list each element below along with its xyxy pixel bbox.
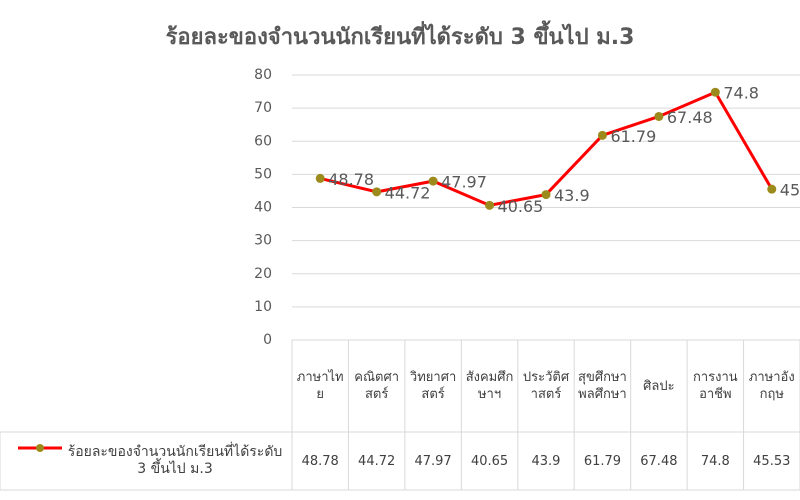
x-tick-label: ประวัติศาสตร์ (522, 370, 570, 402)
x-tick-label: ภาษาไทย (296, 370, 344, 402)
y-tick-label: 30 (254, 233, 272, 249)
table-value: 45.53 (753, 453, 791, 469)
data-label: 43.9 (554, 186, 590, 205)
x-tick-label: ภาษาอังกฤษ (748, 370, 795, 402)
table-value: 48.78 (301, 453, 339, 469)
y-tick-label: 10 (254, 299, 272, 315)
x-tick-label: สังคมศึกษาฯ (465, 370, 514, 402)
data-label: 74.8 (723, 84, 759, 103)
table-value: 43.9 (531, 453, 561, 469)
marker (485, 200, 495, 210)
y-tick-label: 80 (254, 67, 272, 83)
marker (767, 184, 777, 194)
x-tick-label: สุขศึกษาพลศึกษา (578, 370, 627, 402)
data-label: 44.72 (385, 183, 431, 202)
table-value: 47.97 (414, 453, 452, 469)
data-label: 45.53 (780, 181, 800, 200)
data-label: 47.97 (441, 173, 487, 192)
table-value: 74.8 (700, 453, 730, 469)
marker (710, 87, 720, 97)
marker (597, 130, 607, 140)
y-tick-label: 60 (254, 133, 272, 149)
marker (654, 111, 664, 121)
y-tick-label: 0 (263, 332, 272, 348)
y-tick-label: 20 (254, 266, 272, 282)
data-label: 67.48 (667, 108, 713, 127)
chart-title: ร้อยละของจำนวนนักเรียนที่ได้ระดับ 3 ขึ้น… (166, 20, 635, 50)
x-tick-label: การงานอาชีพ (692, 370, 738, 402)
table-value: 61.79 (583, 453, 622, 469)
x-tick-label: ศิลปะ (643, 378, 675, 394)
legend-label: ร้อยละของจำนวนนักเรียนที่ได้ระดับ 3 ขึ้น… (67, 444, 283, 477)
y-tick-label: 50 (254, 166, 272, 182)
data-label: 48.78 (328, 170, 374, 189)
data-label: 61.79 (610, 127, 656, 146)
marker (372, 187, 382, 197)
table-value: 67.48 (640, 453, 678, 469)
marker (541, 190, 551, 200)
y-tick-label: 70 (254, 100, 272, 116)
legend-marker (36, 444, 44, 452)
table-value: 44.72 (358, 453, 396, 469)
marker (315, 173, 325, 183)
data-label: 40.65 (498, 197, 544, 216)
table-value: 40.65 (470, 453, 509, 469)
x-tick-label: วิทยาศาสตร์ (409, 370, 457, 402)
x-tick-label: คณิตศาสตร์ (354, 370, 400, 402)
y-tick-label: 40 (254, 200, 272, 216)
marker (428, 176, 438, 186)
